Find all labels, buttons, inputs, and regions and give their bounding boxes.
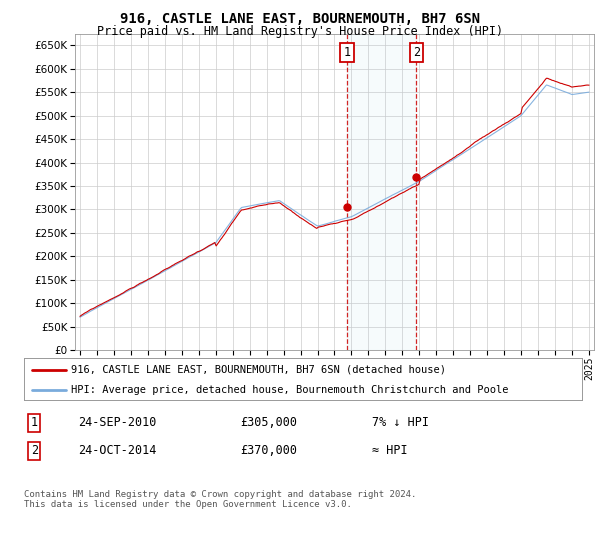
Text: 916, CASTLE LANE EAST, BOURNEMOUTH, BH7 6SN: 916, CASTLE LANE EAST, BOURNEMOUTH, BH7 …	[120, 12, 480, 26]
Text: 24-OCT-2014: 24-OCT-2014	[78, 444, 157, 458]
Text: 24-SEP-2010: 24-SEP-2010	[78, 416, 157, 430]
Text: 1: 1	[31, 416, 38, 430]
Text: £305,000: £305,000	[240, 416, 297, 430]
Text: Price paid vs. HM Land Registry's House Price Index (HPI): Price paid vs. HM Land Registry's House …	[97, 25, 503, 38]
Text: Contains HM Land Registry data © Crown copyright and database right 2024.
This d: Contains HM Land Registry data © Crown c…	[24, 490, 416, 510]
Text: 1: 1	[344, 46, 351, 59]
Text: £370,000: £370,000	[240, 444, 297, 458]
Text: 2: 2	[413, 46, 420, 59]
Text: 916, CASTLE LANE EAST, BOURNEMOUTH, BH7 6SN (detached house): 916, CASTLE LANE EAST, BOURNEMOUTH, BH7 …	[71, 365, 446, 375]
Text: HPI: Average price, detached house, Bournemouth Christchurch and Poole: HPI: Average price, detached house, Bour…	[71, 385, 509, 395]
Text: 2: 2	[31, 444, 38, 458]
Bar	[347, 34, 416, 350]
Text: 7% ↓ HPI: 7% ↓ HPI	[372, 416, 429, 430]
Text: ≈ HPI: ≈ HPI	[372, 444, 407, 458]
